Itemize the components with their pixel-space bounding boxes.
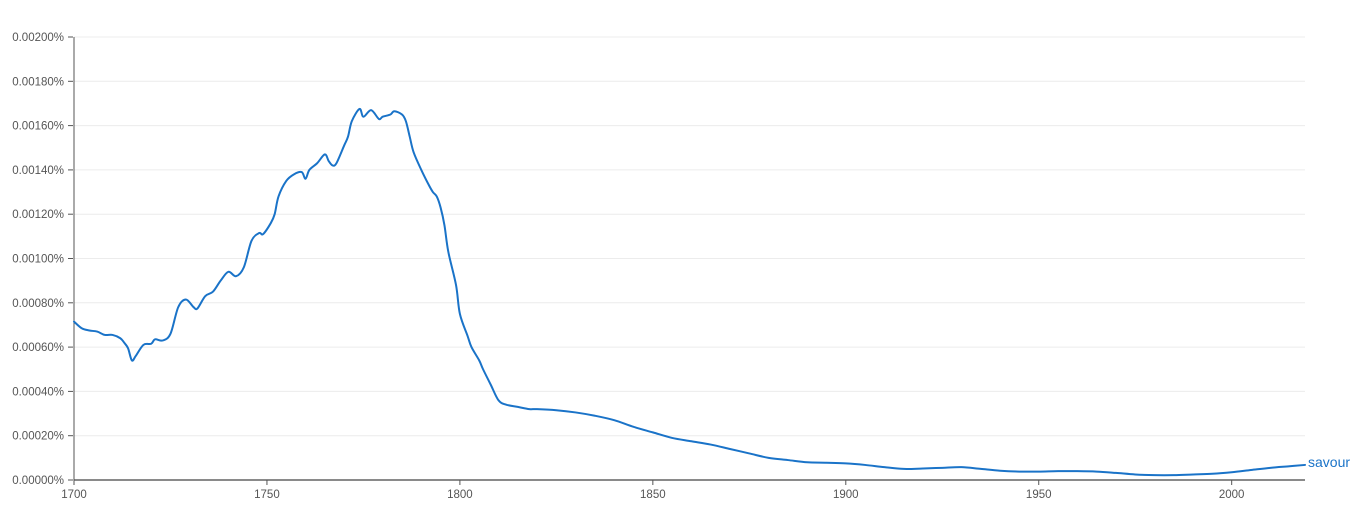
series-line-savour xyxy=(73,107,1306,477)
x-tick-label: 1950 xyxy=(1026,489,1052,501)
x-tick-label: 1800 xyxy=(447,489,473,501)
y-tick-label: 0.00020% xyxy=(12,431,64,443)
y-tick-label: 0.00160% xyxy=(12,121,64,133)
y-tick-label: 0.00120% xyxy=(12,209,64,221)
y-tick-label: 0.00040% xyxy=(12,386,64,398)
y-tick-label: 0.00060% xyxy=(12,342,64,354)
y-tick-label: 0.00100% xyxy=(12,254,64,266)
y-axis: 0.00000% 0.00020% 0.00040% 0.00060% 0.00080%… xyxy=(12,32,75,487)
y-tick-label: 0.00180% xyxy=(12,76,64,88)
x-axis: 1700 1750 1800 1850 1900 1950 2000 xyxy=(61,479,1305,501)
series-group: savour xyxy=(73,107,1350,477)
gridlines xyxy=(74,36,1305,437)
y-tick-label: 0.00200% xyxy=(12,32,64,44)
y-tick-label: 0.00080% xyxy=(12,298,64,310)
x-tick-label: 1700 xyxy=(61,489,87,501)
y-tick-label: 0.00000% xyxy=(12,475,64,487)
x-tick-label: 2000 xyxy=(1219,489,1245,501)
y-tick-label: 0.00140% xyxy=(12,165,64,177)
x-tick-label: 1900 xyxy=(833,489,859,501)
x-tick-label: 1850 xyxy=(640,489,666,501)
series-label-savour: savour xyxy=(1308,454,1350,470)
x-tick-label: 1750 xyxy=(254,489,280,501)
